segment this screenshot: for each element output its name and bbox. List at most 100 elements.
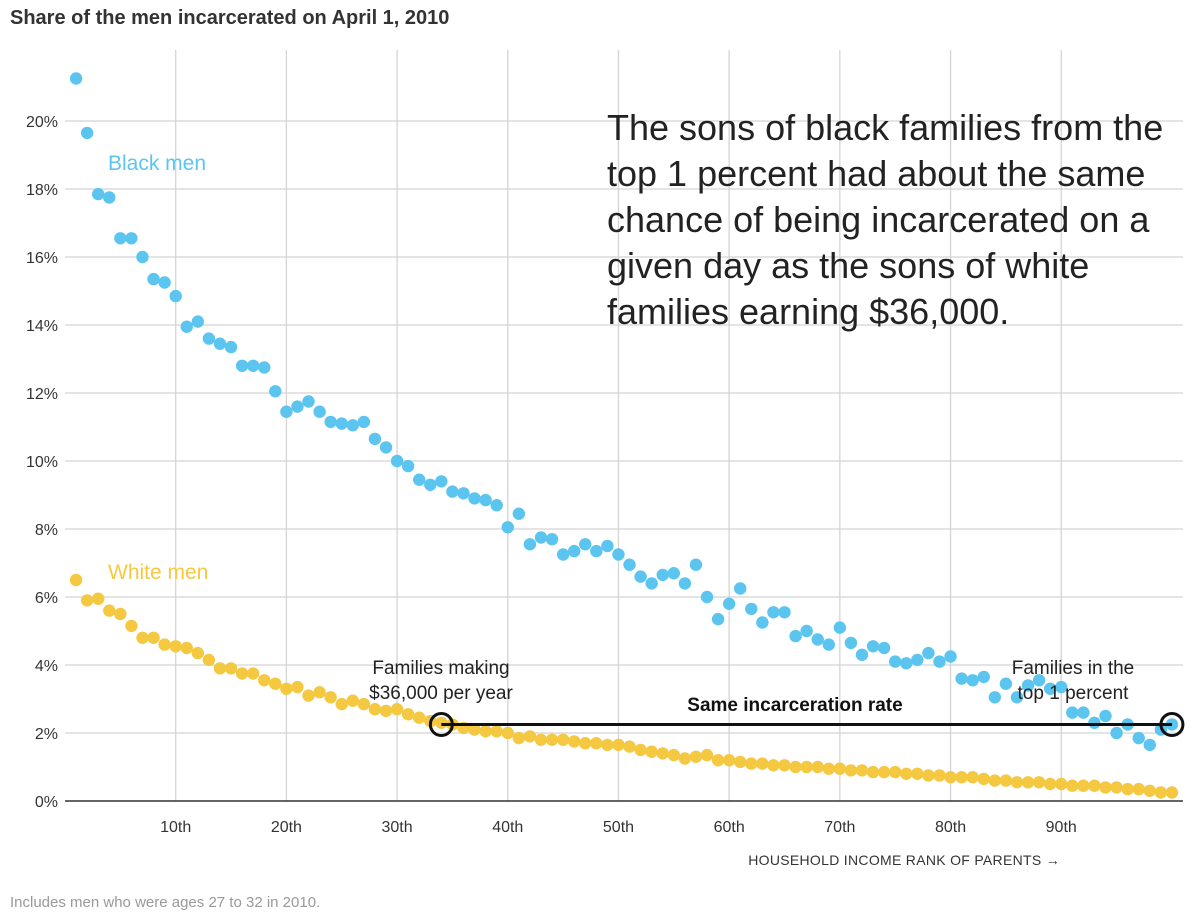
data-point bbox=[1077, 779, 1090, 792]
series-white-men bbox=[69, 573, 1179, 799]
data-point bbox=[590, 544, 603, 558]
x-tick-label: 60th bbox=[714, 819, 745, 836]
data-point bbox=[523, 538, 537, 551]
right-highlight-ring bbox=[1159, 712, 1185, 737]
data-point bbox=[601, 738, 614, 752]
main-annotation: The sons of black families from the top 1… bbox=[607, 107, 1163, 332]
data-point bbox=[778, 759, 791, 772]
data-point bbox=[999, 677, 1013, 690]
data-point bbox=[877, 765, 891, 779]
left-highlight-ring bbox=[428, 712, 454, 737]
data-point bbox=[866, 765, 880, 779]
data-point bbox=[778, 606, 791, 619]
data-point bbox=[335, 417, 348, 430]
x-tick-label: 70th bbox=[824, 819, 855, 836]
data-point bbox=[534, 531, 548, 544]
data-point bbox=[1010, 691, 1024, 704]
data-point bbox=[623, 558, 636, 571]
data-point bbox=[1032, 674, 1046, 687]
data-point bbox=[1021, 776, 1035, 789]
data-point bbox=[1143, 784, 1156, 797]
data-point bbox=[800, 760, 813, 774]
data-point bbox=[623, 740, 636, 753]
data-point bbox=[80, 126, 94, 140]
data-point bbox=[424, 478, 437, 491]
data-point bbox=[324, 415, 337, 429]
data-point bbox=[855, 764, 869, 777]
data-point bbox=[844, 636, 858, 650]
data-point bbox=[147, 631, 160, 644]
y-tick-label: 16% bbox=[26, 250, 58, 267]
data-point bbox=[1043, 777, 1057, 791]
data-point bbox=[512, 731, 526, 745]
data-point bbox=[722, 754, 736, 767]
data-point bbox=[158, 276, 171, 289]
data-point bbox=[136, 250, 149, 264]
data-point bbox=[822, 638, 835, 651]
data-point bbox=[368, 703, 382, 716]
data-point bbox=[92, 187, 105, 201]
data-point bbox=[789, 760, 802, 774]
data-point bbox=[911, 767, 924, 780]
data-point bbox=[1088, 716, 1101, 729]
data-point bbox=[601, 539, 614, 553]
data-point bbox=[191, 315, 205, 328]
annotation-layer: Same incarceration rate Families making … bbox=[369, 658, 1185, 737]
data-point bbox=[855, 648, 869, 661]
data-point bbox=[235, 667, 249, 680]
data-point bbox=[922, 646, 935, 660]
data-point bbox=[269, 385, 282, 398]
main-annotation-line: given day as the sons of white bbox=[607, 245, 1089, 286]
data-point bbox=[833, 621, 847, 634]
data-point bbox=[933, 655, 946, 668]
data-point bbox=[579, 538, 592, 551]
x-axis-title: HOUSEHOLD INCOME RANK OF PARENTS → bbox=[748, 852, 1060, 868]
data-point bbox=[379, 441, 393, 454]
data-point bbox=[612, 738, 625, 752]
left-callout-line-1: Families making bbox=[372, 658, 509, 679]
y-tick-label: 20% bbox=[26, 114, 58, 131]
data-point bbox=[634, 743, 647, 757]
y-tick-label: 12% bbox=[26, 386, 58, 403]
data-point bbox=[822, 762, 835, 775]
data-point bbox=[734, 755, 747, 769]
data-point bbox=[767, 759, 780, 772]
data-point bbox=[534, 733, 548, 746]
data-point bbox=[136, 631, 149, 644]
data-point bbox=[291, 680, 304, 694]
data-point bbox=[656, 568, 669, 582]
data-point bbox=[745, 602, 758, 616]
data-point bbox=[877, 641, 891, 655]
y-tick-label: 18% bbox=[26, 182, 58, 199]
series-label-black-men: Black men bbox=[108, 152, 206, 175]
data-point bbox=[435, 475, 448, 488]
data-point bbox=[833, 762, 847, 775]
data-point bbox=[401, 708, 415, 721]
y-tick-label: 14% bbox=[26, 318, 58, 335]
data-point bbox=[202, 653, 216, 667]
data-point bbox=[390, 454, 404, 468]
data-point bbox=[346, 694, 360, 707]
data-point bbox=[523, 730, 537, 743]
data-point bbox=[468, 492, 481, 505]
data-point bbox=[390, 703, 404, 716]
data-point bbox=[1043, 682, 1057, 695]
data-point bbox=[767, 606, 780, 619]
x-tick-label: 10th bbox=[160, 819, 191, 836]
data-point bbox=[645, 577, 658, 590]
data-point bbox=[313, 686, 326, 699]
y-tick-label: 10% bbox=[26, 454, 58, 471]
x-tick-label: 80th bbox=[935, 819, 966, 836]
data-point bbox=[988, 774, 1002, 787]
data-point bbox=[269, 677, 282, 690]
same-rate-label: Same incarceration rate bbox=[687, 695, 902, 716]
data-point bbox=[722, 597, 736, 610]
data-point bbox=[213, 662, 227, 675]
data-point bbox=[966, 771, 979, 784]
data-point bbox=[490, 499, 503, 512]
data-point bbox=[501, 521, 514, 534]
data-point bbox=[689, 558, 703, 571]
data-point bbox=[700, 748, 714, 762]
data-point bbox=[1165, 786, 1179, 799]
data-point bbox=[678, 577, 692, 590]
